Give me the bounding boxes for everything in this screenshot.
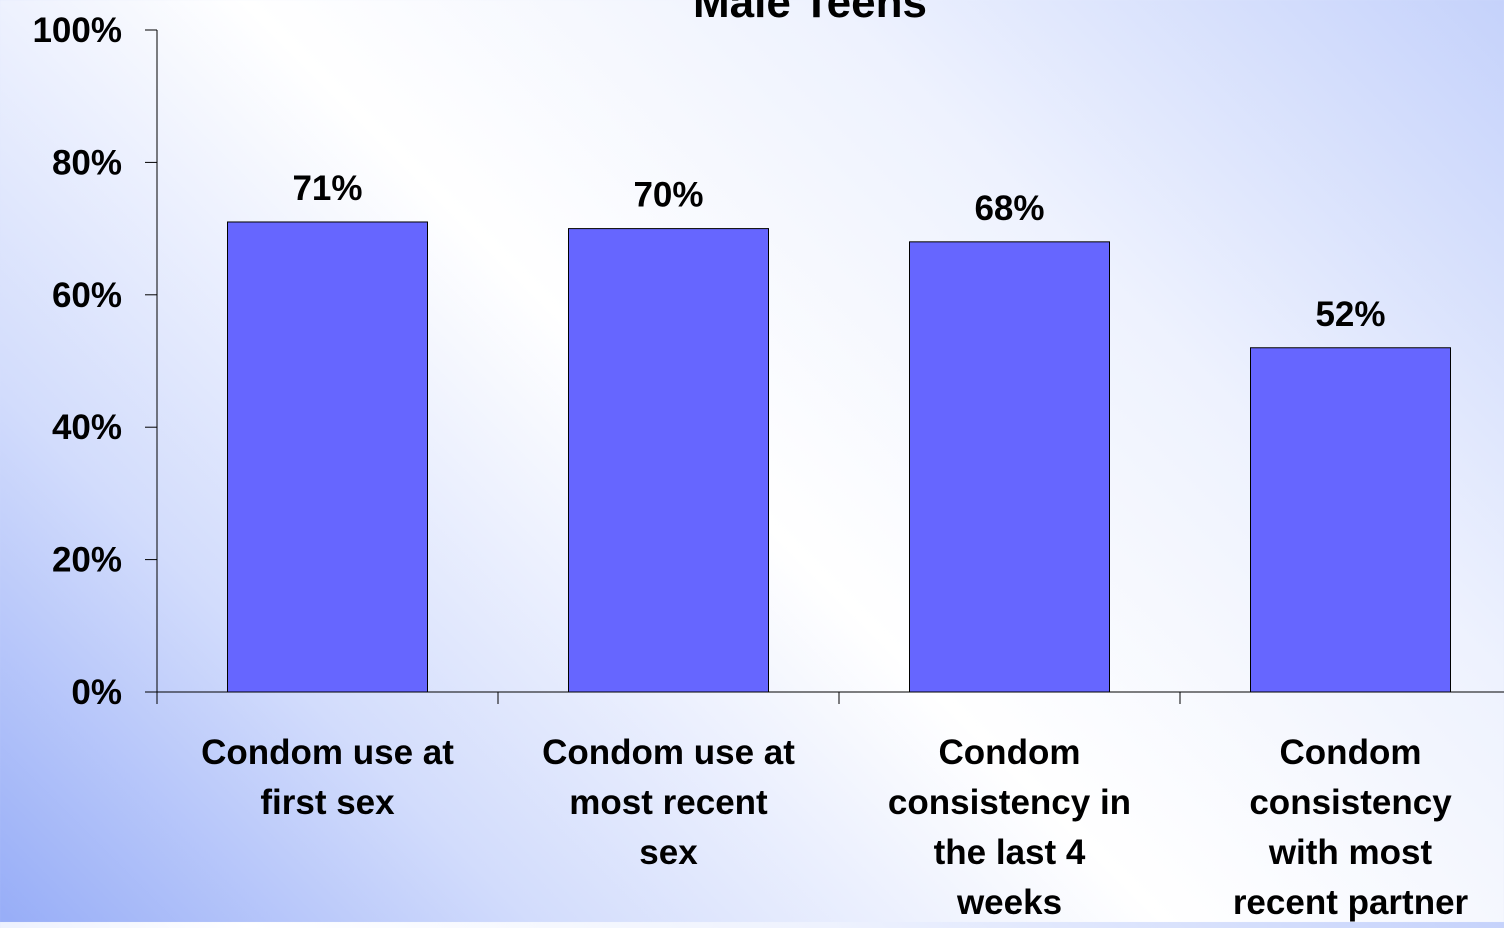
y-tick-label: 80%	[52, 143, 122, 182]
x-category-label: Condom use at first sex	[168, 728, 488, 828]
bar	[910, 242, 1110, 692]
y-tick-label: 60%	[52, 276, 122, 315]
data-label: 68%	[974, 189, 1044, 228]
bar	[228, 222, 428, 692]
bar	[1251, 348, 1451, 692]
y-tick-label: 20%	[52, 541, 122, 580]
data-label: 70%	[633, 176, 703, 215]
x-category-label: Condom consistency with most recent part…	[1191, 728, 1504, 928]
y-tick-label: 100%	[32, 11, 122, 50]
y-tick-label: 40%	[52, 408, 122, 447]
x-category-label: Condom use at most recent sex	[509, 728, 829, 878]
x-category-label: Condom consistency in the last 4 weeks	[850, 728, 1170, 928]
data-label: 71%	[292, 169, 362, 208]
data-label: 52%	[1315, 295, 1385, 334]
bar	[569, 229, 769, 692]
y-tick-label: 0%	[71, 673, 122, 712]
